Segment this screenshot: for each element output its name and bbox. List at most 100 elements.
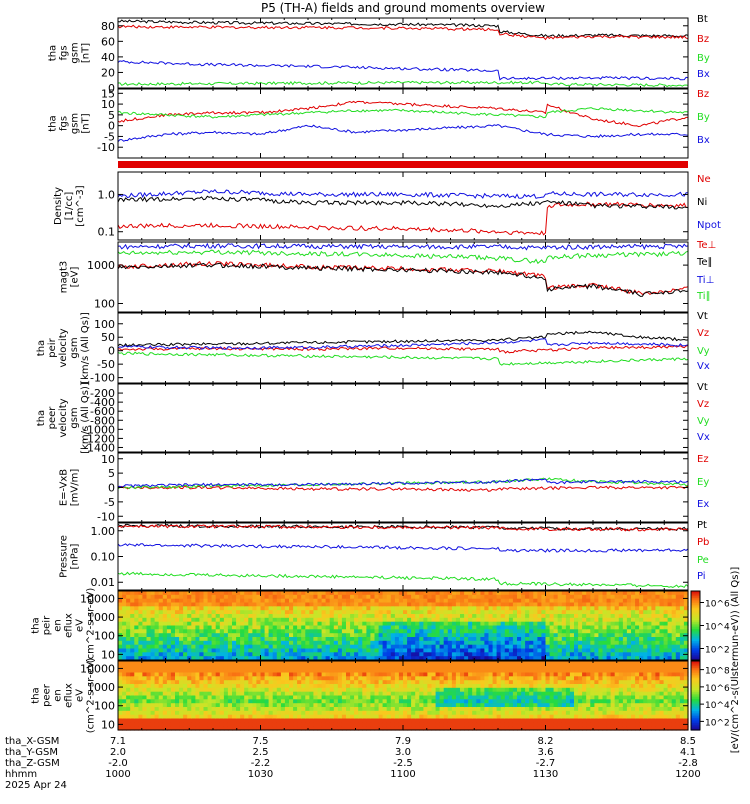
spectrogram-cell [504, 594, 510, 600]
spectrogram-cell [537, 594, 543, 600]
spectrogram-cell [423, 691, 429, 697]
spectrogram-cell [582, 668, 587, 674]
spectrogram-cell [130, 625, 135, 630]
spectrogram-cell [464, 699, 469, 704]
spectrogram-cell [488, 703, 494, 708]
spectrogram-cell [370, 629, 376, 634]
spectrogram-cell [517, 644, 522, 650]
spectrogram-cell [557, 661, 563, 666]
spectrogram-cell [533, 680, 538, 685]
spectrogram-cell [162, 707, 168, 712]
spectrogram-cell [191, 637, 196, 642]
spectrogram-cell [199, 594, 205, 600]
spectrogram-cell [574, 684, 579, 689]
spectrogram-cell [529, 652, 534, 657]
spectrogram-cell [215, 621, 221, 627]
spectrogram-cell [122, 602, 127, 607]
spectrogram-cell [431, 676, 437, 681]
spectrogram-cell [268, 661, 274, 666]
spectrogram-cell [545, 664, 551, 670]
spectrogram-cell [423, 602, 429, 607]
spectrogram-cell [317, 610, 323, 615]
spectrogram-cell [517, 722, 522, 727]
spectrogram-cell [118, 648, 123, 653]
spectrogram-cell [631, 594, 636, 600]
spectrogram-cell [179, 707, 184, 712]
spectrogram-cell [411, 617, 416, 623]
spectrogram-cell [329, 672, 335, 677]
spectrogram-cell [268, 664, 274, 670]
spectrogram-cell [211, 652, 217, 657]
spectrogram-cell [268, 668, 274, 674]
spectrogram-cell [118, 621, 123, 627]
spectrogram-cell [403, 691, 408, 697]
spectrogram-cell [582, 602, 587, 607]
spectrogram-cell [492, 684, 498, 689]
spectrogram-cell [297, 629, 302, 634]
spectrogram-cell [431, 648, 437, 653]
spectrogram-cell [191, 644, 196, 650]
spectrogram-cell [350, 602, 355, 607]
spectrogram-cell [358, 668, 363, 674]
spectrogram-cell [122, 656, 127, 661]
spectrogram-cell [134, 614, 139, 619]
spectrogram-cell [321, 695, 327, 700]
spectrogram-cell [309, 668, 315, 674]
spectrogram-cell [313, 598, 319, 604]
spectrogram-cell [679, 656, 685, 661]
spectrogram-cell [350, 710, 355, 716]
spectrogram-cell [284, 617, 290, 623]
spectrogram-cell [626, 687, 632, 693]
spectrogram-cell [305, 691, 310, 697]
spectrogram-cell [354, 637, 359, 642]
spectrogram-cell [582, 617, 587, 623]
spectrogram-cell [183, 718, 188, 723]
spectrogram-cell [264, 680, 270, 685]
spectrogram-cell [472, 714, 477, 720]
spectrogram-cell [215, 652, 221, 657]
spectrogram-cell [232, 680, 237, 685]
spectrogram-cell [162, 594, 168, 600]
spectrogram-cell [415, 652, 420, 657]
spectrogram-cell [354, 598, 359, 604]
spectrogram-cell [166, 629, 172, 634]
spectrogram-cell [594, 714, 600, 720]
spectrogram-cell [525, 610, 530, 615]
spectrogram-cell [370, 703, 376, 708]
spectrogram-cell [354, 676, 359, 681]
spectrogram-cell [325, 656, 331, 661]
spectrogram-cell [309, 606, 315, 611]
spectrogram-cell [146, 591, 152, 596]
spectrogram-cell [215, 726, 221, 731]
spectrogram-cell [341, 718, 347, 723]
spectrogram-cell [134, 598, 139, 604]
spectrogram-cell [631, 617, 636, 623]
spectrogram-cell [541, 714, 547, 720]
spectrogram-cell [394, 629, 400, 634]
spectrogram-cell [118, 695, 123, 700]
spectrogram-cell [590, 684, 595, 689]
spectrogram-cell [586, 691, 591, 697]
spectrogram-cell [158, 652, 164, 657]
spectrogram-cell [333, 664, 339, 670]
spectrogram-cell [517, 714, 522, 720]
spectrogram-cell [289, 633, 294, 638]
spectrogram-cell [439, 691, 445, 697]
spectrogram-cell [663, 652, 669, 657]
spectrogram-cell [643, 652, 648, 657]
spectrogram-cell [203, 687, 209, 693]
spectrogram-cell [227, 617, 233, 623]
spectrogram-cell [423, 695, 429, 700]
spectrogram-cell [614, 714, 620, 720]
spectrogram-cell [370, 614, 376, 619]
spectrogram-cell [366, 648, 372, 653]
spectrogram-cell [378, 606, 384, 611]
spectrogram-cell [439, 625, 445, 630]
spectrogram-cell [191, 676, 196, 681]
spectrogram-cell [240, 722, 245, 727]
spectrogram-cell [166, 703, 172, 708]
spectrogram-cell [378, 621, 384, 627]
spectrogram-cell [529, 629, 534, 634]
spectrogram-cell [390, 637, 396, 642]
